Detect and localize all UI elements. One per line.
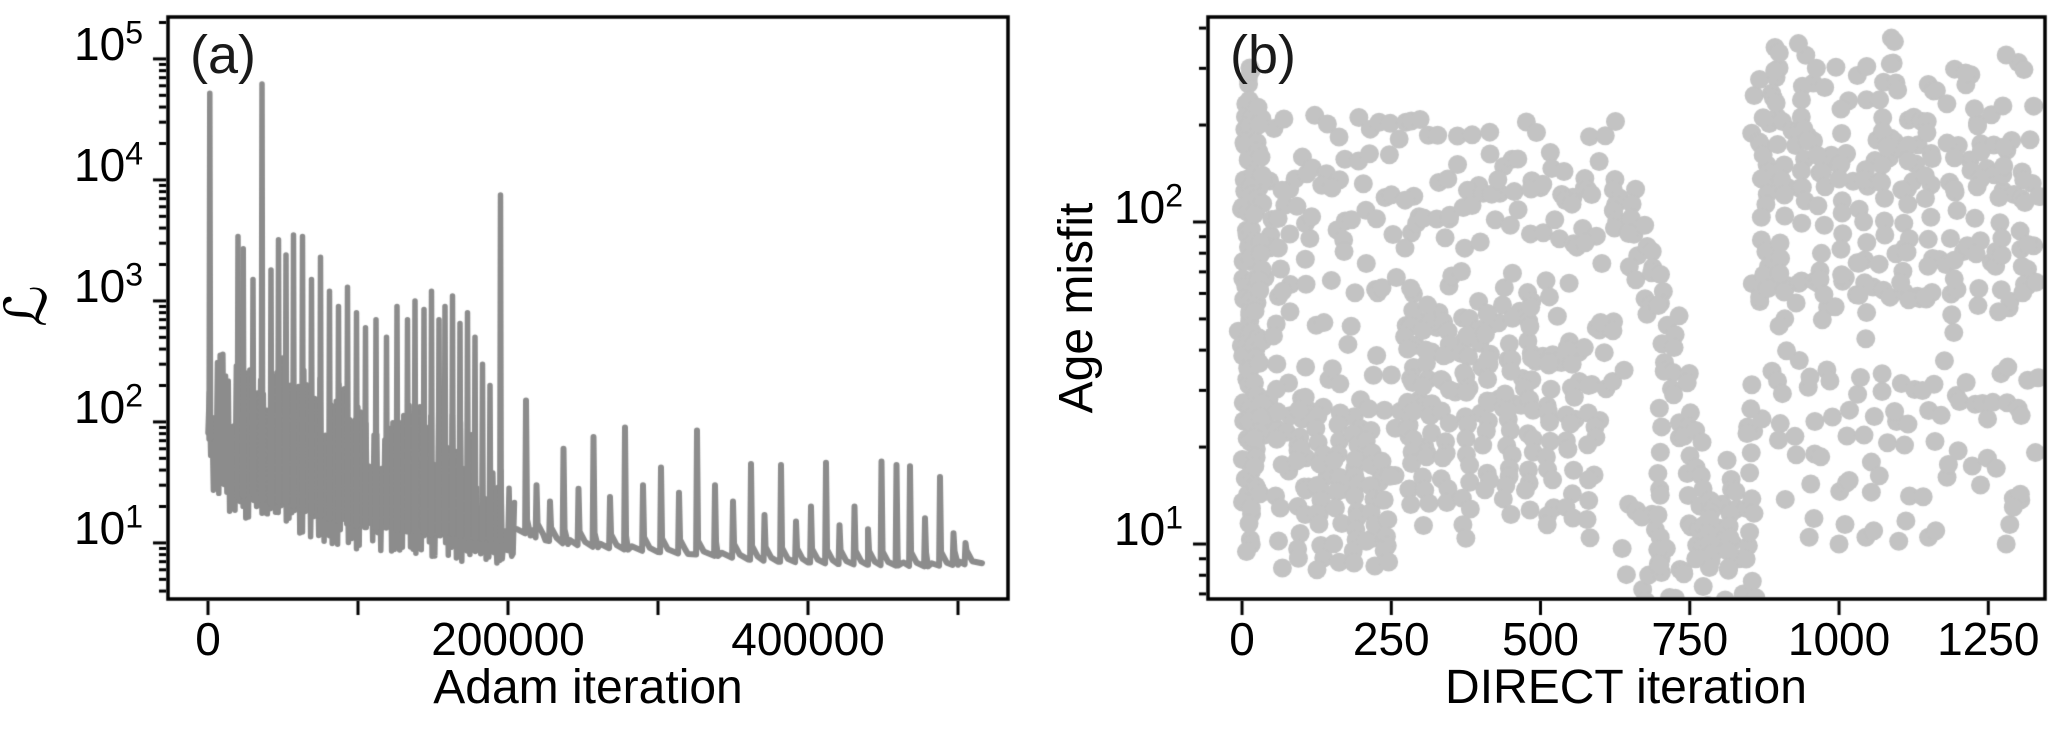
x-axis-label-a: Adam iteration: [433, 661, 743, 714]
x-tick-label: 1250: [1937, 613, 2040, 665]
x-tick-label: 0: [1229, 613, 1255, 665]
y-tick-label: 103: [74, 256, 143, 312]
x-tick-label: 1000: [1787, 613, 1891, 665]
x-tick-label: 200000: [431, 613, 585, 665]
x-axis-label-b: DIRECT iteration: [1445, 661, 1807, 714]
panel-a-label: (a): [190, 25, 256, 85]
x-tick-label: 400000: [731, 613, 885, 665]
y-axis-label-b: Age misfit: [1050, 202, 1103, 414]
y-tick-label: 105: [74, 14, 143, 70]
y-tick-label: 104: [74, 135, 143, 191]
x-tick-label: 250: [1352, 613, 1430, 665]
y-tick-label: 102: [74, 377, 143, 433]
x-tick-label: 500: [1502, 613, 1579, 665]
x-tick-label: 0: [195, 613, 221, 665]
panel-b-label: (b): [1230, 25, 1296, 85]
y-tick-label: 102: [1114, 177, 1183, 233]
x-tick-label: 750: [1651, 613, 1729, 665]
y-tick-label: 101: [1114, 499, 1183, 556]
y-tick-label: 101: [74, 498, 143, 554]
